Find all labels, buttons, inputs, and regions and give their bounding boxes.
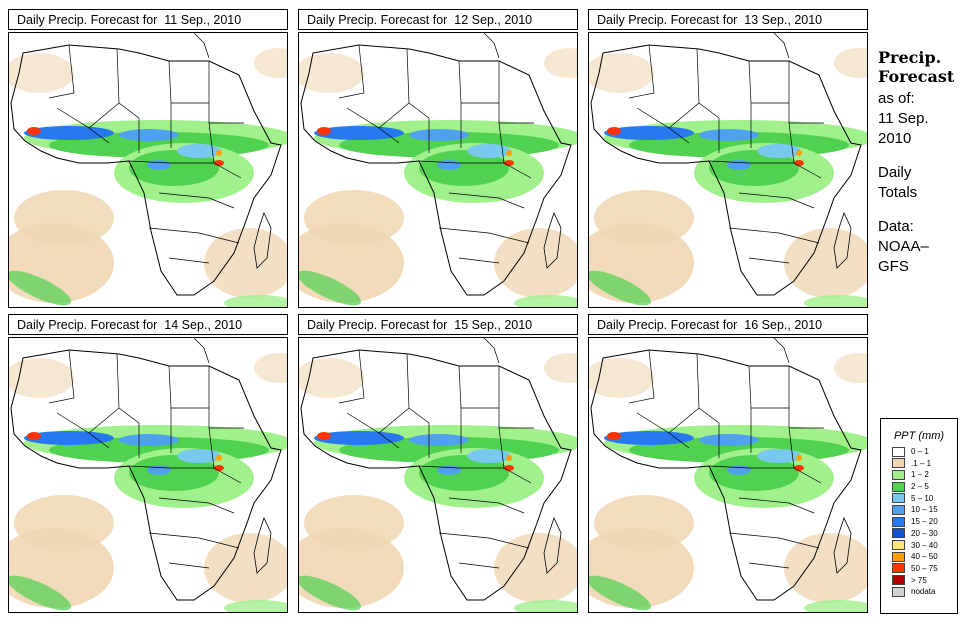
panel-title: Daily Precip. Forecast for 12 Sep., 2010 — [298, 9, 578, 30]
legend-swatch — [892, 516, 905, 527]
legend-swatch — [892, 458, 905, 469]
legend-swatch — [892, 586, 905, 597]
legend-item-label: > 75 — [911, 575, 927, 585]
forecast-panel-day1: Daily Precip. Forecast for 11 Sep., 2010 — [8, 9, 290, 308]
legend-item-label: 20 – 30 — [911, 528, 938, 538]
legend-swatch — [892, 540, 905, 550]
legend-item: 50 – 75 — [881, 563, 957, 575]
legend-item: .1 – 1 — [881, 458, 957, 470]
legend-item-label: 0 – 1 — [911, 447, 929, 456]
legend-item-label: 10 – 15 — [911, 505, 938, 515]
legend-swatch — [892, 551, 905, 562]
legend-item-label: .1 – 1 — [911, 458, 932, 468]
legend-item: 10 – 15 — [881, 504, 957, 516]
legend-item-label: 15 – 20 — [911, 517, 938, 527]
legend-item-label: 40 – 50 — [911, 552, 938, 562]
legend-item-label: 50 – 75 — [911, 563, 938, 573]
legend-swatch — [892, 493, 905, 504]
forecast-panel-day2: Daily Precip. Forecast for 12 Sep., 2010 — [298, 9, 580, 308]
legend-item: 20 – 30 — [881, 528, 957, 540]
precip-legend: PPT (mm) 0 – 1 .1 – 1 1 – 2 2 – 5 5 – 10… — [880, 418, 958, 614]
legend-item: 15 – 20 — [881, 516, 957, 528]
forecast-panel-day3: Daily Precip. Forecast for 13 Sep., 2010 — [588, 9, 870, 308]
africa-precip-map — [588, 32, 868, 308]
legend-swatch — [892, 481, 905, 492]
legend-item-label: nodata — [911, 587, 936, 597]
africa-precip-map — [8, 337, 288, 613]
info-source-line2: GFS — [878, 258, 909, 275]
legend-item-label: 30 – 40 — [911, 540, 938, 550]
legend-item: 0 – 1 — [881, 446, 957, 458]
africa-precip-map — [298, 337, 578, 613]
legend-swatch — [892, 446, 905, 457]
africa-precip-map — [588, 337, 868, 613]
info-date-line2: 2010 — [878, 130, 912, 147]
info-as-of: as of: — [878, 90, 915, 107]
legend-swatch — [892, 563, 905, 574]
panel-title: Daily Precip. Forecast for 14 Sep., 2010 — [8, 314, 288, 335]
info-source-line1: NOAA– — [878, 238, 929, 255]
forecast-panel-day5: Daily Precip. Forecast for 15 Sep., 2010 — [298, 314, 580, 613]
africa-precip-map — [8, 32, 288, 308]
legend-swatch — [892, 575, 905, 586]
info-data-label: Data: — [878, 218, 914, 235]
legend-title: PPT (mm) — [893, 430, 945, 442]
panel-title: Daily Precip. Forecast for 11 Sep., 2010 — [8, 9, 288, 30]
legend-item-label: 5 – 10 — [911, 493, 934, 503]
legend-swatch — [892, 528, 905, 539]
info-daily-line1: Daily — [878, 164, 912, 181]
forecast-panel-day4: Daily Precip. Forecast for 14 Sep., 2010 — [8, 314, 290, 613]
info-heading-line1: Precip. — [878, 48, 942, 67]
panel-title: Daily Precip. Forecast for 16 Sep., 2010 — [588, 314, 868, 335]
legend-item: 5 – 10 — [881, 493, 957, 505]
info-heading-line2: Forecast — [878, 67, 955, 86]
panel-title: Daily Precip. Forecast for 13 Sep., 2010 — [588, 9, 868, 30]
panel-title: Daily Precip. Forecast for 15 Sep., 2010 — [298, 314, 578, 335]
legend-swatch — [892, 504, 905, 515]
legend-item: 1 – 2 — [881, 469, 957, 481]
info-daily-line2: Totals — [878, 184, 918, 201]
info-date-line1: 11 Sep. — [878, 110, 929, 127]
forecast-info: Precip. Forecast as of: 11 Sep. 2010 Dai… — [878, 48, 962, 277]
legend-item: nodata — [881, 586, 957, 598]
legend-item: > 75 — [881, 575, 957, 587]
legend-item: 40 – 50 — [881, 551, 957, 563]
africa-precip-map — [298, 32, 578, 308]
legend-item-label: 1 – 2 — [911, 470, 929, 480]
legend-item-label: 2 – 5 — [911, 482, 929, 492]
forecast-panel-day6: Daily Precip. Forecast for 16 Sep., 2010 — [588, 314, 870, 613]
legend-swatch — [892, 469, 905, 480]
legend-item: 2 – 5 — [881, 481, 957, 493]
legend-item: 30 – 40 — [881, 540, 957, 552]
